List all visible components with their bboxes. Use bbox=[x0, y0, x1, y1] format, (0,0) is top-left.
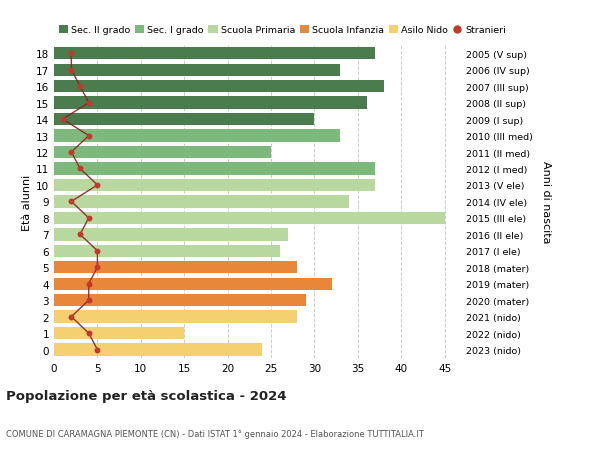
Bar bbox=[54, 114, 314, 126]
Text: Popolazione per età scolastica - 2024: Popolazione per età scolastica - 2024 bbox=[6, 389, 287, 403]
Point bbox=[67, 50, 76, 58]
Bar bbox=[54, 262, 297, 274]
Point bbox=[67, 67, 76, 74]
Bar bbox=[54, 48, 375, 60]
Bar bbox=[54, 212, 445, 224]
Point bbox=[84, 215, 94, 222]
Point bbox=[92, 247, 102, 255]
Text: COMUNE DI CARAMAGNA PIEMONTE (CN) - Dati ISTAT 1° gennaio 2024 - Elaborazione TU: COMUNE DI CARAMAGNA PIEMONTE (CN) - Dati… bbox=[6, 429, 424, 438]
Bar bbox=[54, 130, 340, 142]
Point bbox=[92, 346, 102, 353]
Point bbox=[75, 165, 85, 173]
Point bbox=[75, 231, 85, 239]
Point bbox=[84, 133, 94, 140]
Bar bbox=[54, 327, 184, 340]
Bar bbox=[54, 344, 262, 356]
Point bbox=[58, 116, 67, 123]
Point bbox=[67, 313, 76, 321]
Bar bbox=[54, 97, 367, 110]
Point bbox=[92, 182, 102, 189]
Bar bbox=[54, 163, 375, 175]
Point bbox=[75, 83, 85, 90]
Point bbox=[84, 100, 94, 107]
Bar bbox=[54, 229, 289, 241]
Bar bbox=[54, 278, 332, 290]
Bar bbox=[54, 311, 297, 323]
Point bbox=[84, 280, 94, 288]
Bar bbox=[54, 245, 280, 257]
Bar bbox=[54, 64, 340, 77]
Point bbox=[84, 297, 94, 304]
Bar bbox=[54, 179, 375, 192]
Bar bbox=[54, 196, 349, 208]
Point bbox=[67, 149, 76, 157]
Bar bbox=[54, 146, 271, 159]
Point bbox=[67, 198, 76, 206]
Bar bbox=[54, 294, 306, 307]
Legend: Sec. II grado, Sec. I grado, Scuola Primaria, Scuola Infanzia, Asilo Nido, Stran: Sec. II grado, Sec. I grado, Scuola Prim… bbox=[59, 26, 506, 35]
Bar bbox=[54, 81, 384, 93]
Y-axis label: Età alunni: Età alunni bbox=[22, 174, 32, 230]
Point bbox=[84, 330, 94, 337]
Point bbox=[92, 264, 102, 271]
Y-axis label: Anni di nascita: Anni di nascita bbox=[541, 161, 551, 243]
